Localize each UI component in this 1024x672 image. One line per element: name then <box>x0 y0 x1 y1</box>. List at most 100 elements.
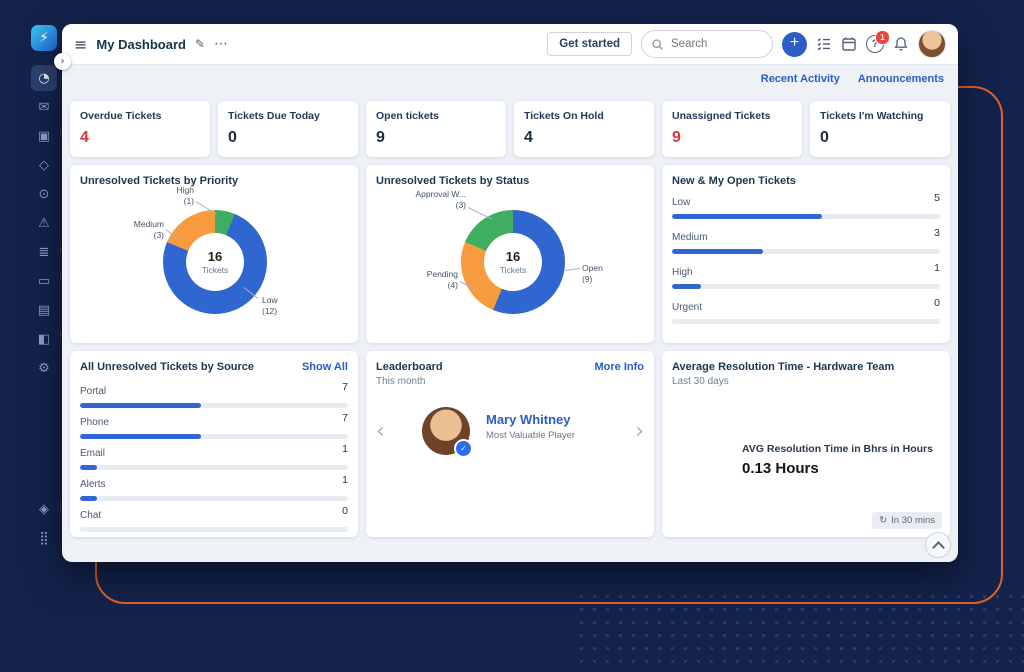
edit-pencil-icon[interactable]: ✎ <box>194 37 206 51</box>
search-icon <box>651 38 664 51</box>
bar-fill[interactable] <box>672 214 823 219</box>
announcements-link[interactable]: Announcements <box>857 73 944 85</box>
card-title: Average Resolution Time - Hardware Team <box>672 361 895 373</box>
sidebar-collapse-button[interactable]: › <box>54 53 71 70</box>
sidebar-item-alerts[interactable]: ⚠ <box>31 210 57 236</box>
sidebar: ⚡ ◔ ✉ ▣ ⋮ ◇ ⊙ ⚠ ≣ ⋮ ▭ ⋮ ▤ ◧ ⋮ ⚙ ◈ ⋮ ⣿ <box>27 25 65 554</box>
sidebar-item-tickets[interactable]: ▣ ⋮ <box>31 123 65 149</box>
donut-label-approval: Approval W... (3) <box>415 189 466 211</box>
donut-total-label: Tickets <box>499 265 527 275</box>
tasks-list-icon[interactable] <box>816 36 832 52</box>
stat-value: 4 <box>524 129 533 146</box>
create-new-button[interactable]: + <box>782 31 807 57</box>
sidebar-item-email[interactable]: ✉ <box>31 94 57 120</box>
search-input[interactable] <box>669 37 763 51</box>
more-options-icon[interactable]: ⋯ <box>214 36 229 52</box>
calendar-icon[interactable] <box>841 36 857 52</box>
sidebar-item-settings[interactable]: ⚙ <box>31 355 57 381</box>
metric-label: AVG Resolution Time in Bhrs in Hours <box>742 443 933 455</box>
sidebar-item-dashboard[interactable]: ◔ <box>31 65 57 91</box>
app-logo[interactable]: ⚡ <box>31 25 57 51</box>
stat-card-overdue-tickets[interactable]: Overdue Tickets 4 <box>70 101 210 157</box>
get-started-button[interactable]: Get started <box>547 32 632 56</box>
scroll-to-top-button[interactable] <box>925 532 951 558</box>
next-chevron-icon[interactable]: › <box>635 419 644 444</box>
tickets-icon: ▣ <box>37 128 51 144</box>
bell-icon[interactable] <box>893 36 909 52</box>
card-title: New & My Open Tickets <box>672 175 796 187</box>
dashboard-subheader: Recent Activity Announcements <box>62 65 958 93</box>
help-icon[interactable]: ? 1 <box>866 30 890 53</box>
sidebar-item-billing[interactable]: ⊙ <box>31 181 57 207</box>
sidebar-item-printers[interactable]: ▭ ⋮ <box>31 268 65 294</box>
stat-card-tickets-im-watching[interactable]: Tickets I'm Watching 0 <box>810 101 950 157</box>
sidebar-item-assets[interactable]: ≣ ⋮ <box>31 239 65 265</box>
bar-fill[interactable] <box>80 434 201 439</box>
billing-icon: ⊙ <box>38 186 50 202</box>
bar-fill[interactable] <box>672 249 764 254</box>
top-bar: ≡ My Dashboard ✎ ⋯ Get started + ? 1 <box>62 24 958 65</box>
help-glyph: ? <box>871 38 879 50</box>
bar-fill[interactable] <box>80 403 201 408</box>
previous-chevron-icon[interactable]: ‹ <box>376 419 385 444</box>
leader-line <box>564 267 580 271</box>
bar-row-email: Email 1 <box>80 443 348 470</box>
priority-chart-card: Unresolved Tickets by Priority 16 Ticket… <box>70 165 358 343</box>
stat-card-tickets-on-hold[interactable]: Tickets On Hold 4 <box>514 101 654 157</box>
stat-label: Unassigned Tickets <box>672 110 771 122</box>
leaderboard-card: Leaderboard More Info This month ‹ ✓ Mar… <box>366 351 654 537</box>
leaderboard-period: This month <box>376 376 426 387</box>
stat-label: Open tickets <box>376 110 440 122</box>
more-info-link[interactable]: More Info <box>594 361 645 373</box>
sidebar-item-packages[interactable]: ◈ ⋮ <box>31 496 65 522</box>
bar-value: 0 <box>934 297 940 309</box>
bar-fill[interactable] <box>80 496 98 501</box>
metric-value: 0.13 Hours <box>742 460 819 477</box>
bar-track <box>80 496 348 501</box>
recent-activity-link[interactable]: Recent Activity <box>760 73 840 85</box>
donut-label-medium: Medium (3) <box>133 219 164 241</box>
stat-label: Tickets Due Today <box>228 110 320 122</box>
user-avatar[interactable] <box>918 30 946 58</box>
bar-track <box>80 527 348 532</box>
bar-fill[interactable] <box>80 465 98 470</box>
bar-label: Phone <box>80 417 109 428</box>
sidebar-item-apps[interactable]: ⣿ <box>31 525 57 551</box>
leader-line <box>467 207 493 220</box>
hamburger-menu-icon[interactable]: ≡ <box>74 34 88 54</box>
bar-label: High <box>672 267 693 278</box>
stat-label: Tickets I'm Watching <box>820 110 924 122</box>
status-donut-chart[interactable]: 16 Tickets <box>461 210 565 314</box>
winner-name[interactable]: Mary Whitney <box>486 412 571 427</box>
resolution-metric: AVG Resolution Time in Bhrs in Hours 0.1… <box>742 443 933 477</box>
stat-card-tickets-due-today[interactable]: Tickets Due Today 0 <box>218 101 358 157</box>
bar-row-alerts: Alerts 1 <box>80 474 348 501</box>
donut-label-high: High (1) <box>176 185 194 207</box>
printer-icon: ▭ <box>37 273 51 289</box>
kebab-menu-icon[interactable]: ⋮ <box>57 501 65 510</box>
card-title: All Unresolved Tickets by Source <box>80 361 255 373</box>
sidebar-item-analytics[interactable]: ◧ ⋮ <box>31 326 65 352</box>
stat-card-unassigned-tickets[interactable]: Unassigned Tickets 9 <box>662 101 802 157</box>
bar-track <box>672 319 940 324</box>
dashboard-icon: ◔ <box>38 70 50 86</box>
sidebar-item-contacts[interactable]: ◇ <box>31 152 57 178</box>
show-all-link[interactable]: Show All <box>301 361 348 373</box>
kebab-menu-icon[interactable]: ⋮ <box>57 244 65 253</box>
kebab-menu-icon[interactable]: ⋮ <box>57 128 65 137</box>
bar-row-medium: Medium 3 <box>672 227 940 254</box>
stat-value: 9 <box>376 129 385 146</box>
priority-donut-chart[interactable]: 16 Tickets <box>163 210 267 314</box>
notification-badge: 1 <box>875 30 890 45</box>
bar-track <box>80 403 348 408</box>
sync-icon: ↻ <box>879 515 888 526</box>
stat-cards-row: Overdue Tickets 4 Tickets Due Today 0 Op… <box>70 101 950 157</box>
sidebar-item-knowledge-base[interactable]: ▤ <box>31 297 57 323</box>
kebab-menu-icon[interactable]: ⋮ <box>57 331 65 340</box>
kebab-menu-icon[interactable]: ⋮ <box>57 273 65 282</box>
stat-card-open-tickets[interactable]: Open tickets 9 <box>366 101 506 157</box>
search-box[interactable] <box>641 30 773 58</box>
bar-fill[interactable] <box>672 284 702 289</box>
bar-row-urgent: Urgent 0 <box>672 297 940 324</box>
